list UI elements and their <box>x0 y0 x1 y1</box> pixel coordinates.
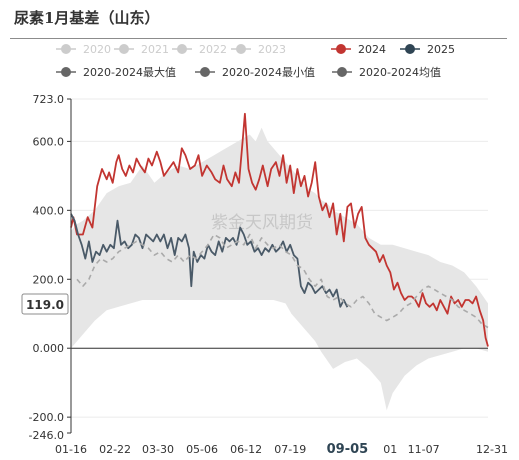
x-tick-label: 11-07 <box>408 443 440 456</box>
x-tick-label: 05-06 <box>186 443 218 456</box>
legend-label: 2023 <box>258 43 286 56</box>
range-band-2020-2024 <box>71 127 488 411</box>
legend-label: 2024 <box>358 43 386 56</box>
legend-label: 2021 <box>141 43 169 56</box>
legend-marker <box>119 44 129 54</box>
legend-item-2020-2024均值[interactable]: 2020-2024均值 <box>332 66 441 79</box>
y-tick-label: 0.000 <box>33 342 65 355</box>
current-value-marker: 119.0 <box>21 293 69 315</box>
legend-label: 2025 <box>427 43 455 56</box>
axes <box>70 99 488 433</box>
current-value-box <box>21 293 69 315</box>
legend[interactable]: 2020 2021 2022 2023 2024 2025 2020-2024最大值 2020… <box>56 43 455 79</box>
x-tick-label: 06-12 <box>230 443 262 456</box>
legend-label: 2020 <box>83 43 111 56</box>
legend-item-2024[interactable]: 2024 <box>331 43 386 56</box>
current-value-label: 119.0 <box>26 298 64 312</box>
x-tick-label: 03-30 <box>142 443 174 456</box>
legend-item-2020[interactable]: 2020 <box>56 43 111 56</box>
legend-marker <box>61 67 71 77</box>
legend-item-2020-2024最大值[interactable]: 2020-2024最大值 <box>56 65 176 79</box>
series-line-2024 <box>70 112 489 347</box>
series-line-2020-2024均值 <box>76 233 489 329</box>
legend-marker <box>61 44 71 54</box>
y-axis-ticks: 723.0 600.0 400.0 200.0 0.000 -200.0 -246.0 <box>29 93 71 442</box>
x-tick-label: 07-19 <box>274 443 306 456</box>
chart-title: 尿素1月基差（山东） <box>14 9 160 27</box>
legend-label: 2020-2024最小值 <box>222 66 315 79</box>
x-tick-label: 09-05 <box>327 442 369 457</box>
legend-marker <box>337 67 347 77</box>
x-tick-label: 12-31 <box>476 443 508 456</box>
x-tick-label: 02-22 <box>99 443 131 456</box>
legend-label: 2022 <box>199 43 227 56</box>
legend-marker <box>336 44 346 54</box>
legend-label: 2020-2024均值 <box>359 66 441 79</box>
series-lines <box>70 112 489 347</box>
legend-item-2025[interactable]: 2025 <box>400 43 455 56</box>
x-axis-ticks: 01-16 02-22 03-30 05-06 06-12 07-19 09-05 01 11-… <box>55 442 508 457</box>
legend-marker <box>177 44 187 54</box>
legend-item-2020-2024最小值[interactable]: 2020-2024最小值 <box>195 66 315 79</box>
x-tick-label: 01 <box>383 443 397 456</box>
title-divider <box>10 38 507 39</box>
legend-marker <box>200 67 210 77</box>
legend-item-2022[interactable]: 2022 <box>172 43 227 56</box>
legend-item-2023[interactable]: 2023 <box>231 43 286 56</box>
y-tick-label: 200.0 <box>33 273 65 286</box>
legend-item-2021[interactable]: 2021 <box>114 43 169 56</box>
legend-marker <box>405 44 415 54</box>
x-tick-label: 01-16 <box>55 443 87 456</box>
y-tick-label: 723.0 <box>33 93 65 106</box>
y-tick-label: 600.0 <box>33 135 65 148</box>
watermark: 紫金天风期货 <box>211 213 313 233</box>
band-area <box>71 127 488 411</box>
legend-marker <box>236 44 246 54</box>
y-tick-label: -246.0 <box>29 429 64 442</box>
legend-label: 2020-2024最大值 <box>83 65 176 79</box>
y-tick-label: -200.0 <box>29 411 64 424</box>
y-tick-label: 400.0 <box>33 204 65 217</box>
